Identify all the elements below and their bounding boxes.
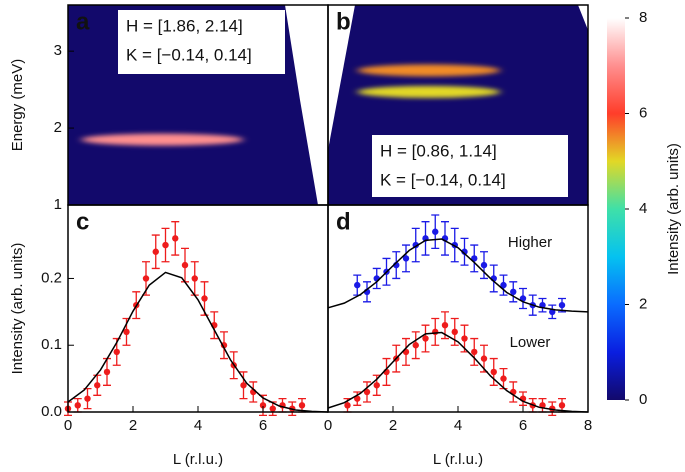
y-axis-label: Energy (meV) xyxy=(9,59,26,152)
data-point xyxy=(240,382,247,389)
data-point xyxy=(181,261,189,269)
data-point xyxy=(162,241,169,249)
fit-curve xyxy=(327,238,589,313)
data-point xyxy=(558,301,566,309)
annotation-box xyxy=(118,10,285,74)
y-tick-label: 3 xyxy=(54,42,62,59)
data-point xyxy=(500,281,507,289)
colorbar-tick-label: 6 xyxy=(639,104,647,121)
data-point xyxy=(354,281,361,289)
x-axis-label: L (r.l.u.) xyxy=(173,451,223,468)
y-tick-label: 2 xyxy=(54,119,62,136)
annotation-box xyxy=(372,135,568,197)
x-tick-label: 2 xyxy=(389,417,397,434)
data-point xyxy=(201,295,208,302)
x-tick-label: 6 xyxy=(259,417,267,434)
x-axis-label: L (r.l.u.) xyxy=(433,451,483,468)
colorbar-label: Intensity (arb. units) xyxy=(665,143,682,275)
data-point xyxy=(191,275,198,282)
y-tick-label: 0.0 xyxy=(41,403,62,420)
data-point xyxy=(344,402,351,409)
data-point xyxy=(480,261,488,269)
colorbar-tick-label: 2 xyxy=(639,295,647,312)
fit-curve xyxy=(327,331,589,413)
data-point xyxy=(490,368,497,376)
x-tick-label: 0 xyxy=(64,417,72,434)
data-point xyxy=(412,342,419,349)
data-point xyxy=(74,402,81,409)
y-tick-label: 0.2 xyxy=(41,269,62,286)
x-tick-label: 2 xyxy=(129,417,137,434)
data-point xyxy=(259,402,267,409)
annotation: H = [0.86, 1.14] xyxy=(380,141,497,160)
x-tick-label: 4 xyxy=(454,417,462,434)
data-point xyxy=(363,388,371,396)
colorbar-tick-label: 0 xyxy=(639,391,647,408)
intensity-band xyxy=(357,64,501,77)
data-point xyxy=(113,348,120,356)
x-tick-label: 4 xyxy=(194,417,202,434)
colorbar xyxy=(607,18,625,400)
annotation: K = [−0.14, 0.14] xyxy=(380,170,506,189)
intensity-band xyxy=(81,133,244,146)
data-point xyxy=(373,382,380,389)
panel-label: c xyxy=(76,208,89,235)
series-name: Lower xyxy=(510,334,551,351)
data-point xyxy=(432,328,439,336)
intensity-band xyxy=(357,85,501,98)
data-point xyxy=(558,402,566,409)
data-point xyxy=(84,395,91,402)
data-point xyxy=(461,248,468,255)
data-point xyxy=(172,235,179,242)
data-point xyxy=(152,248,159,255)
data-point xyxy=(441,321,449,329)
data-point xyxy=(94,382,101,389)
data-point xyxy=(510,288,517,296)
data-point xyxy=(269,405,276,412)
annotation: H = [1.86, 2.14] xyxy=(126,16,243,35)
data-point xyxy=(451,328,458,336)
x-tick-label: 8 xyxy=(584,417,592,434)
y-tick-label: 0.1 xyxy=(41,336,62,353)
data-point xyxy=(103,368,111,376)
data-point xyxy=(142,275,150,282)
data-point xyxy=(354,395,361,402)
y-tick-label: 1 xyxy=(54,196,62,213)
panel-frame xyxy=(327,204,589,413)
data-point xyxy=(471,348,478,356)
data-point xyxy=(500,375,507,382)
data-point xyxy=(373,275,380,282)
annotation: K = [−0.14, 0.14] xyxy=(126,45,252,64)
panel-label: a xyxy=(76,8,90,35)
x-tick-label: 0 xyxy=(324,417,332,434)
data-point xyxy=(432,228,439,235)
y-axis-label: Intensity (arb. units) xyxy=(9,243,26,375)
data-point xyxy=(461,335,468,342)
x-tick-label: 6 xyxy=(519,417,527,434)
data-point xyxy=(422,335,429,342)
panel-label: d xyxy=(336,208,351,235)
fit-curve xyxy=(67,271,329,413)
data-point xyxy=(298,402,306,409)
colorbar-tick-label: 4 xyxy=(639,200,647,217)
data-point xyxy=(402,255,410,262)
panel-label: b xyxy=(336,8,351,35)
data-point xyxy=(123,328,130,336)
data-point xyxy=(480,355,488,362)
colorbar-tick-label: 8 xyxy=(639,9,647,26)
series-name: Higher xyxy=(508,234,552,251)
